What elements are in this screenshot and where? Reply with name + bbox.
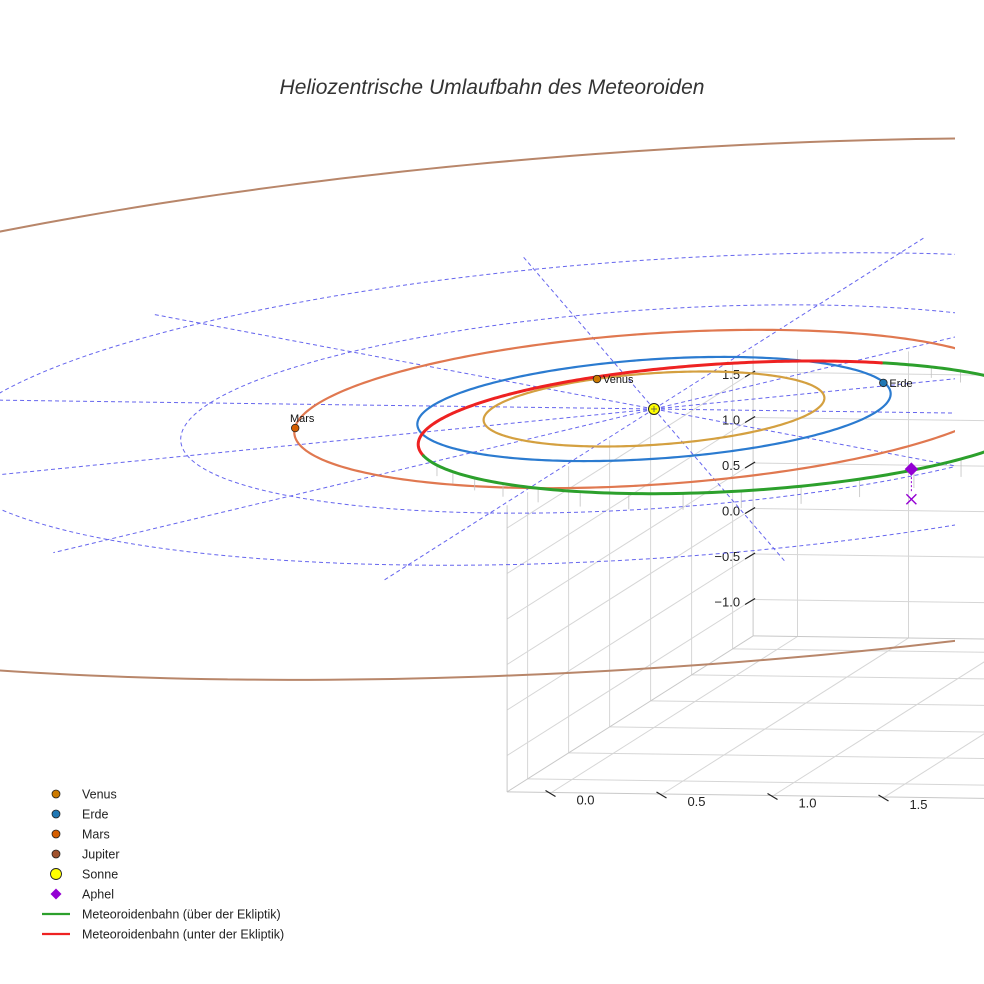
grid-line: [506, 417, 754, 574]
grid-line: [753, 599, 984, 604]
meteoroid-orbit-above: [422, 361, 984, 496]
legend: Venus Erde Mars Jupiter Sonne Aphel Meteoroide…: [42, 788, 284, 942]
legend-label: Sonne: [82, 868, 118, 882]
grid-line: [506, 508, 754, 665]
y-tick: [656, 791, 667, 799]
meteoroid-orbit-below: [416, 383, 553, 458]
y-tick-label: 1.0: [798, 796, 816, 811]
legend-label: Venus: [82, 788, 117, 802]
axis-ticks: −1.5−1.0−0.50.00.51.00.00.51.01.52.02.5−…: [545, 367, 928, 812]
legend-marker: [51, 809, 61, 819]
ecliptic-radial-line: [521, 255, 655, 410]
z-tick-label: 0.0: [722, 504, 740, 519]
planet-orbits: [0, 137, 955, 681]
legend-marker: [51, 829, 61, 839]
planet-mars-marker: [291, 423, 300, 433]
axis-edge: [506, 635, 754, 793]
axis-edge: [507, 791, 984, 799]
ecliptic-radial-line: [154, 314, 655, 410]
ecliptic-radial-line: [383, 408, 655, 582]
z-tick-label: −0.5: [714, 549, 740, 564]
legend-marker: [50, 868, 62, 880]
axis-edge: [753, 635, 984, 640]
legend-label: Erde: [82, 808, 108, 822]
ecliptic-radial-line: [653, 408, 955, 467]
grid-line: [551, 636, 798, 793]
grid-line: [662, 637, 909, 795]
grid-line: [506, 371, 754, 529]
grid-line: [753, 508, 984, 513]
legend-marker: [51, 849, 61, 859]
ecliptic-radial-line: [653, 408, 955, 414]
z-tick: [744, 552, 756, 560]
orbit-mars: [293, 328, 955, 490]
grid-line: [609, 726, 984, 733]
planet-mars-label: Mars: [290, 413, 315, 425]
grid-line: [650, 700, 984, 706]
y-tick-label: 1.5: [909, 797, 927, 812]
grid-line: [506, 553, 754, 711]
y-tick: [767, 792, 778, 801]
grid-line: [732, 648, 984, 653]
z-tick-label: 1.5: [722, 367, 740, 382]
z-tick-label: 0.5: [722, 458, 740, 473]
grid-line: [884, 733, 984, 798]
grid-line: [506, 599, 754, 756]
grid-line: [506, 462, 754, 620]
legend-label: Aphel: [82, 888, 114, 902]
legend-marker: [50, 888, 62, 900]
ecliptic-radial-line: [0, 408, 655, 476]
grid-line: [691, 674, 984, 680]
legend-label: Jupiter: [82, 848, 120, 862]
grid-line: [753, 371, 984, 376]
legend-marker: [51, 789, 61, 799]
grid-line: [773, 661, 984, 796]
z-tick: [744, 506, 756, 515]
ecliptic-reference: [0, 236, 955, 582]
z-tick: [744, 461, 756, 469]
planet-venus-label: Venus: [603, 374, 634, 386]
legend-label: Mars: [82, 828, 110, 842]
ecliptic-radial-line: [653, 408, 787, 563]
planet-erde-marker: [879, 378, 888, 388]
ecliptic-radial-line: [53, 408, 655, 554]
ecliptic-radial-line: [0, 399, 655, 410]
ecliptic-radial-line: [653, 236, 925, 410]
aphel-marker: [904, 462, 919, 476]
grid-line: [568, 752, 984, 760]
grid-line: [527, 778, 984, 786]
axes-grid: [506, 349, 984, 799]
planet-venus-marker: [592, 374, 602, 384]
grid-line: [753, 553, 984, 558]
y-tick-label: 0.0: [576, 793, 594, 808]
legend-label: Meteoroidenbahn (über der Ekliptik): [82, 908, 281, 922]
ecliptic-ring: [0, 252, 955, 566]
ecliptic-ring: [180, 304, 955, 514]
grid-line: [753, 462, 984, 467]
chart-title: Heliozentrische Umlaufbahn des Meteoroid…: [280, 76, 705, 99]
y-tick-label: 0.5: [687, 794, 705, 809]
z-tick-label: 1.0: [722, 413, 740, 428]
ecliptic-radial-line: [653, 336, 955, 410]
orbit-venus: [482, 370, 826, 448]
z-tick: [744, 597, 756, 606]
z-tick-label: −1.0: [714, 595, 740, 610]
y-tick: [545, 789, 556, 798]
ecliptic-radial-line: [653, 378, 955, 410]
z-tick: [744, 415, 756, 424]
orbit-erde: [416, 355, 892, 463]
aphel-projection-marker: [905, 493, 917, 505]
legend-label: Meteoroidenbahn (unter der Ekliptik): [82, 928, 284, 942]
planet-erde-label: Erde: [889, 378, 912, 390]
y-tick: [878, 794, 889, 802]
